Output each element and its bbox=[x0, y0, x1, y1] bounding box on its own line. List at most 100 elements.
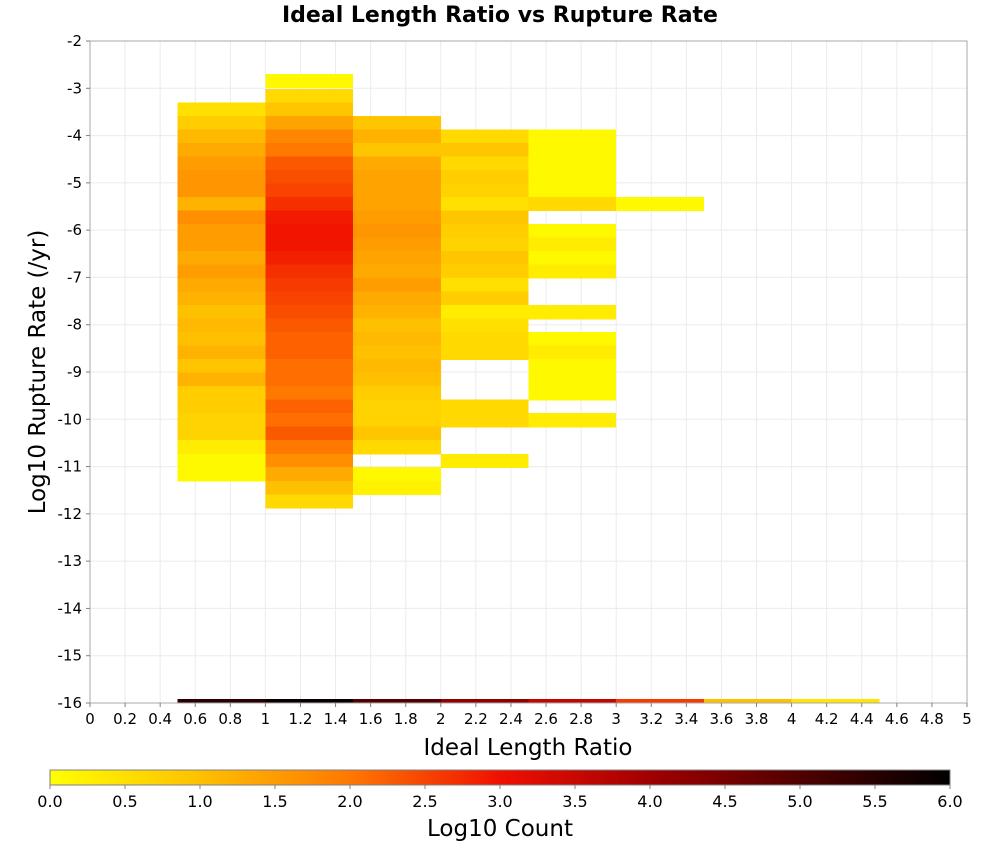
totals-cell bbox=[616, 699, 704, 703]
heatmap-cell bbox=[265, 345, 354, 360]
x-tick-label: 5 bbox=[962, 710, 972, 728]
heatmap-cell bbox=[353, 224, 441, 239]
heatmap-cell bbox=[265, 440, 354, 455]
heatmap-cell bbox=[528, 359, 617, 374]
totals-cell bbox=[703, 699, 792, 703]
heatmap-cell bbox=[440, 129, 529, 144]
colorbar-ticks: 0.0 0.5 1.0 1.5 2.0 2.5 3.0 3.5 4.0 4.5 5.0 5.5 6.0 bbox=[37, 785, 963, 811]
heatmap-cell bbox=[177, 413, 266, 428]
heatmap-cell bbox=[177, 156, 266, 171]
heatmap-cell bbox=[177, 305, 266, 320]
heatmap-cells bbox=[177, 74, 880, 703]
y-tick-label: -13 bbox=[58, 552, 83, 570]
heatmap-cell bbox=[353, 372, 441, 387]
heatmap-cell bbox=[353, 156, 441, 171]
heatmap-cell bbox=[177, 264, 266, 279]
heatmap-cell bbox=[353, 278, 441, 293]
chart-title: Ideal Length Ratio vs Rupture Rate bbox=[282, 3, 718, 28]
heatmap-cell bbox=[265, 494, 354, 509]
heatmap-cell bbox=[177, 210, 266, 225]
heatmap-cell bbox=[177, 453, 266, 468]
heatmap-cell bbox=[177, 467, 266, 482]
heatmap-cell bbox=[440, 305, 529, 320]
heatmap-cell bbox=[440, 345, 529, 360]
heatmap-cell bbox=[440, 197, 529, 212]
x-tick-label: 3.6 bbox=[710, 710, 734, 728]
heatmap-cell bbox=[528, 129, 617, 144]
y-tick-label: -2 bbox=[67, 32, 82, 50]
y-tick-label: -12 bbox=[58, 505, 83, 523]
x-tick-label: 4 bbox=[787, 710, 797, 728]
x-tick-label: 0.8 bbox=[218, 710, 242, 728]
heatmap-cell bbox=[353, 115, 441, 131]
y-tick-label: -8 bbox=[67, 316, 82, 334]
heatmap-cell bbox=[440, 210, 529, 225]
heatmap-cell bbox=[265, 183, 354, 198]
x-tick-label: 1.6 bbox=[359, 710, 383, 728]
colorbar-tick-label: 6.0 bbox=[937, 792, 962, 811]
heatmap-cell bbox=[353, 197, 441, 212]
heatmap-cell bbox=[177, 129, 266, 144]
y-tick-label: -16 bbox=[58, 694, 83, 712]
heatmap-cell bbox=[528, 237, 617, 252]
x-tick-label: 0.2 bbox=[113, 710, 137, 728]
heatmap-cell bbox=[440, 237, 529, 252]
heatmap-cell bbox=[528, 197, 617, 212]
x-tick-label: 1.2 bbox=[289, 710, 313, 728]
heatmap-cell bbox=[177, 115, 266, 131]
heatmap-cell bbox=[528, 386, 617, 401]
x-tick-label: 2 bbox=[436, 710, 446, 728]
heatmap-cell bbox=[440, 251, 529, 266]
heatmap-cell bbox=[177, 372, 266, 387]
totals-cell bbox=[265, 699, 354, 703]
heatmap-cell bbox=[353, 291, 441, 306]
heatmap-cell bbox=[353, 318, 441, 333]
heatmap-cell bbox=[353, 183, 441, 198]
colorbar-tick-label: 2.0 bbox=[337, 792, 362, 811]
colorbar-tick-label: 3.5 bbox=[562, 792, 587, 811]
heatmap-cell bbox=[353, 264, 441, 279]
y-tick-label: -9 bbox=[67, 363, 82, 381]
heatmap-cell bbox=[353, 467, 441, 482]
heatmap-cell bbox=[353, 480, 441, 495]
heatmap-cell bbox=[177, 332, 266, 347]
heatmap-cell bbox=[265, 453, 354, 468]
colorbar-tick-label: 2.5 bbox=[412, 792, 437, 811]
x-tick-label: 2.2 bbox=[464, 710, 488, 728]
x-tick-label: 0.6 bbox=[183, 710, 207, 728]
heatmap-cell bbox=[177, 318, 266, 333]
heatmap-cell bbox=[265, 115, 354, 131]
heatmap-cell bbox=[265, 480, 354, 495]
x-tick-label: 2.8 bbox=[569, 710, 593, 728]
heatmap-cell bbox=[440, 318, 529, 333]
colorbar-tick-label: 1.5 bbox=[262, 792, 287, 811]
heatmap-cell bbox=[177, 197, 266, 212]
heatmap-cell bbox=[440, 291, 529, 306]
x-axis-label: Ideal Length Ratio bbox=[423, 735, 632, 761]
x-tick-label: 0.4 bbox=[148, 710, 172, 728]
heatmap-cell bbox=[440, 264, 529, 279]
heatmap-cell bbox=[265, 399, 354, 414]
heatmap-cell bbox=[528, 372, 617, 387]
heatmap-cell bbox=[440, 413, 529, 428]
heatmap-cell bbox=[177, 345, 266, 360]
heatmap-cell bbox=[177, 102, 266, 117]
heatmap-cell bbox=[528, 142, 617, 158]
totals-cell bbox=[440, 699, 529, 703]
heatmap-cell bbox=[265, 318, 354, 333]
heatmap-cell bbox=[265, 170, 354, 185]
heatmap-cell bbox=[353, 305, 441, 320]
heatmap-cell bbox=[177, 142, 266, 158]
y-tick-label: -6 bbox=[67, 221, 82, 239]
heatmap-cell bbox=[265, 251, 354, 266]
heatmap-cell bbox=[440, 156, 529, 171]
x-tick-label: 3.4 bbox=[674, 710, 698, 728]
y-tick-label: -3 bbox=[67, 79, 82, 97]
heatmap-cell bbox=[528, 264, 617, 279]
heatmap-cell bbox=[177, 170, 266, 185]
colorbar-tick-label: 0.5 bbox=[112, 792, 137, 811]
y-tick-label: -14 bbox=[58, 599, 83, 617]
heatmap-cell bbox=[177, 251, 266, 266]
heatmap-cell bbox=[265, 129, 354, 144]
heatmap-cell bbox=[177, 237, 266, 252]
